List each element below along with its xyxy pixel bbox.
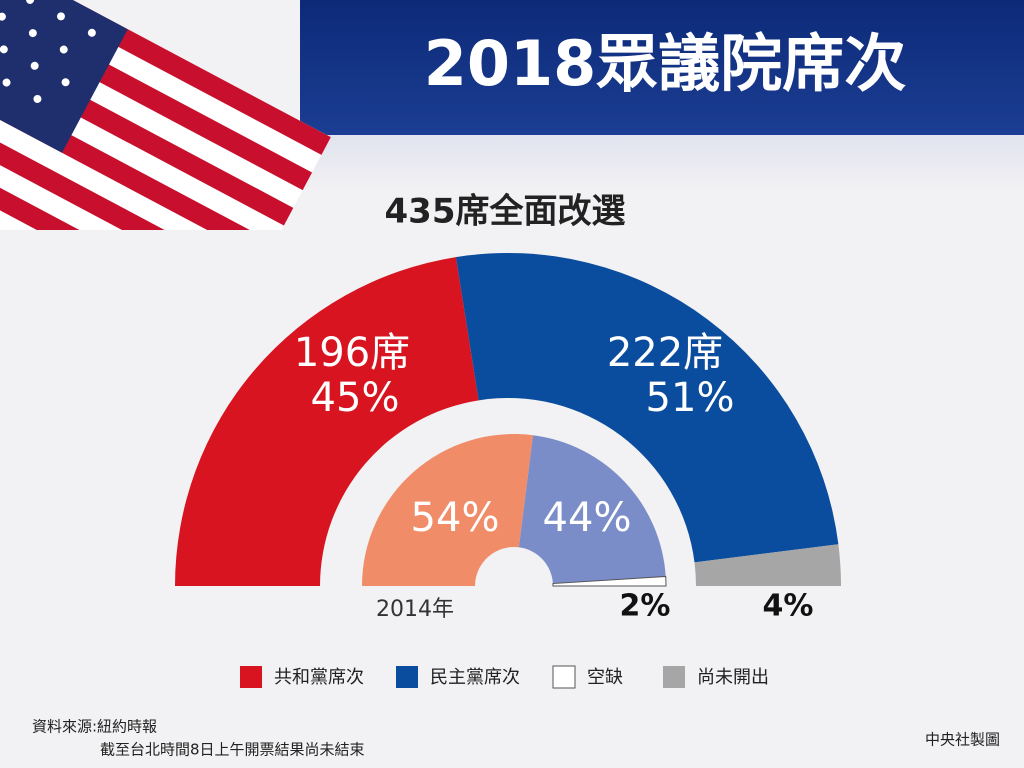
note: 截至台北時間8日上午開票結果尚未結束 (100, 741, 365, 759)
seats-label: 222席 (607, 330, 723, 376)
segment (518, 435, 666, 584)
legend-swatch (396, 666, 418, 688)
year-label: 2014年 (376, 597, 454, 622)
segment (694, 544, 841, 586)
value-label: 4% (763, 589, 814, 624)
seats-label: 196席 (294, 330, 410, 376)
chart-subtitle: 435席全面改選 (385, 192, 626, 232)
value-label: 54% (411, 495, 500, 541)
legend-label: 空缺 (587, 667, 623, 688)
credit: 中央社製圖 (925, 731, 1000, 749)
page-title: 2018眾議院席次 (424, 27, 907, 100)
value-label: 44% (543, 495, 632, 541)
charts: 45%196席 51%222席 4% 54% 44% 2% (175, 252, 841, 624)
legend-swatch (240, 666, 262, 688)
header-band (300, 0, 1024, 135)
segment (455, 252, 839, 563)
legend-swatch (663, 666, 685, 688)
segment (362, 433, 534, 586)
segment (175, 257, 479, 586)
legend-label: 共和黨席次 (274, 667, 364, 688)
value-label: 51% (646, 375, 735, 421)
value-label: 45% (311, 375, 400, 421)
segment (552, 575, 667, 587)
legend-swatch (552, 665, 576, 689)
legend-label: 民主黨席次 (430, 667, 520, 688)
value-label: 2% (620, 589, 671, 624)
source: 資料來源:紐約時報 (32, 718, 157, 736)
legend-label: 尚未開出 (697, 667, 769, 688)
legend: 共和黨席次 民主黨席次 空缺 尚未開出 (240, 665, 769, 689)
flag (0, 0, 331, 230)
